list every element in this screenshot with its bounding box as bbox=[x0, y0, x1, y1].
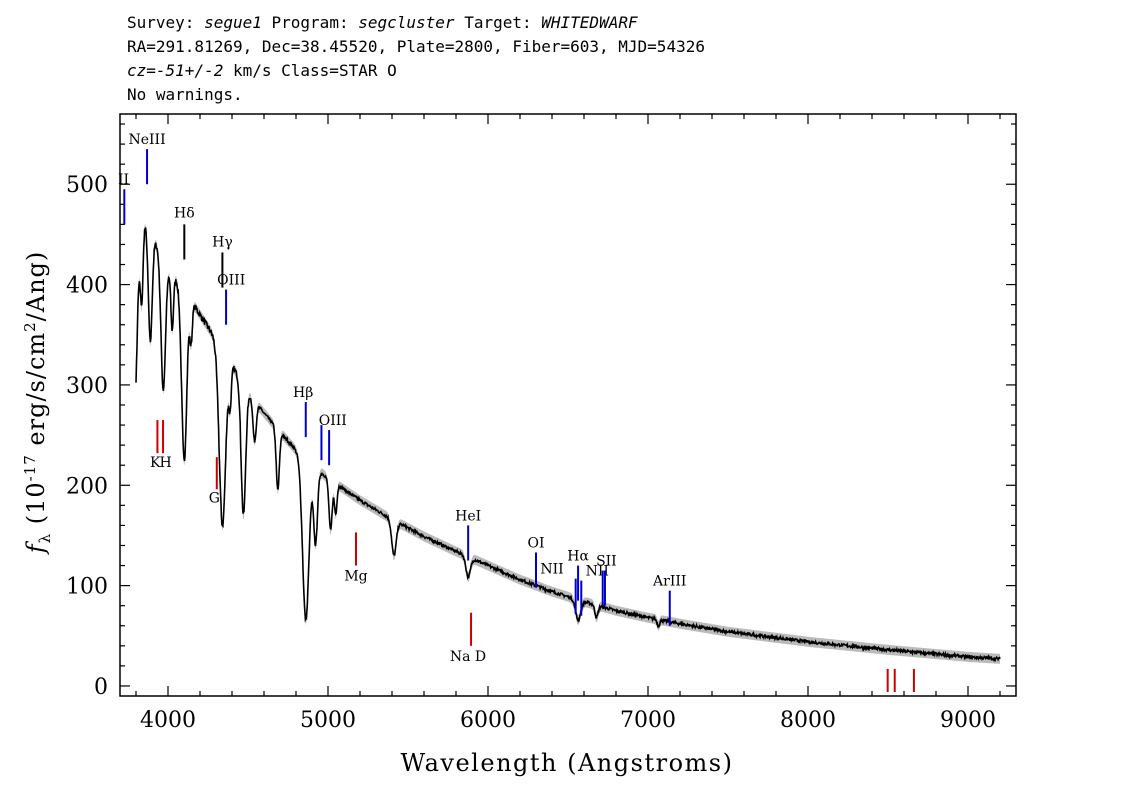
x-tick-label: 4000 bbox=[140, 708, 196, 733]
program-value: segcluster bbox=[358, 13, 455, 32]
y-tick-label: 500 bbox=[66, 173, 108, 198]
header-line-2: RA=291.81269, Dec=38.45520, Plate=2800, … bbox=[127, 37, 705, 56]
line-label: OI bbox=[527, 535, 544, 551]
header-line-1: Survey: segue1 Program: segcluster Targe… bbox=[127, 14, 638, 32]
program-label: Program: bbox=[271, 13, 349, 32]
line-label: ArIII bbox=[652, 574, 686, 590]
target-value: WHITEDWARF bbox=[541, 13, 638, 32]
plot-frame bbox=[119, 113, 1017, 697]
y-tick-label: 100 bbox=[66, 575, 108, 600]
line-label: H bbox=[159, 455, 171, 471]
line-label: Hγ bbox=[212, 234, 233, 250]
line-label: Hδ bbox=[174, 205, 195, 221]
line-label: OIII bbox=[217, 273, 245, 289]
chart-axes: 4000 5000 6000 7000 8000 9000 0 100 200 300 400 500 bbox=[66, 113, 1017, 733]
cz-label: cz= bbox=[127, 61, 156, 80]
line-label: Na D bbox=[450, 649, 486, 665]
line-label: G bbox=[209, 490, 220, 506]
x-tick-label: 6000 bbox=[460, 708, 516, 733]
line-label: OIII bbox=[319, 413, 347, 429]
chart-series bbox=[135, 223, 1001, 664]
y-tick-label: 200 bbox=[66, 474, 108, 499]
x-tick-label: 7000 bbox=[620, 708, 676, 733]
line-label: Mg bbox=[344, 569, 367, 585]
line-label: K bbox=[150, 455, 161, 471]
survey-label: Survey: bbox=[127, 13, 195, 32]
y-tick-label: 300 bbox=[66, 374, 108, 399]
line-label: Hβ bbox=[293, 385, 313, 401]
line-markers: NeIIIIIHδHγOIIIHβOIIIHeIOINIIHαNIISIIArI… bbox=[118, 132, 915, 692]
line-label: NeIII bbox=[128, 132, 165, 148]
x-axis-label: Wavelength (Angstroms) bbox=[401, 749, 734, 777]
line-label: SII bbox=[596, 554, 617, 570]
cz-value: -51+/-2 bbox=[155, 61, 224, 80]
x-tick-label: 5000 bbox=[300, 708, 356, 733]
line-label: NII bbox=[540, 562, 563, 578]
line-label: Hα bbox=[567, 549, 589, 565]
x-tick-label: 9000 bbox=[940, 708, 996, 733]
y-axis-label: fλ (10-17 erg/s/cm2/Ang) bbox=[21, 251, 54, 556]
header-line-4: No warnings. bbox=[127, 85, 243, 104]
y-tick-label: 400 bbox=[66, 274, 108, 299]
y-tick-label: 0 bbox=[94, 675, 108, 700]
spectrum-line bbox=[135, 227, 1001, 663]
x-tick-label: 8000 bbox=[780, 708, 836, 733]
line-label: HeI bbox=[455, 508, 481, 524]
header-line-3: cz=-51+/-2 km/s Class=STAR O bbox=[127, 62, 397, 80]
cz-units-class: km/s Class=STAR O bbox=[223, 61, 397, 80]
target-label: Target: bbox=[464, 13, 532, 32]
survey-value: segue1 bbox=[204, 13, 262, 32]
line-label: II bbox=[118, 172, 129, 188]
